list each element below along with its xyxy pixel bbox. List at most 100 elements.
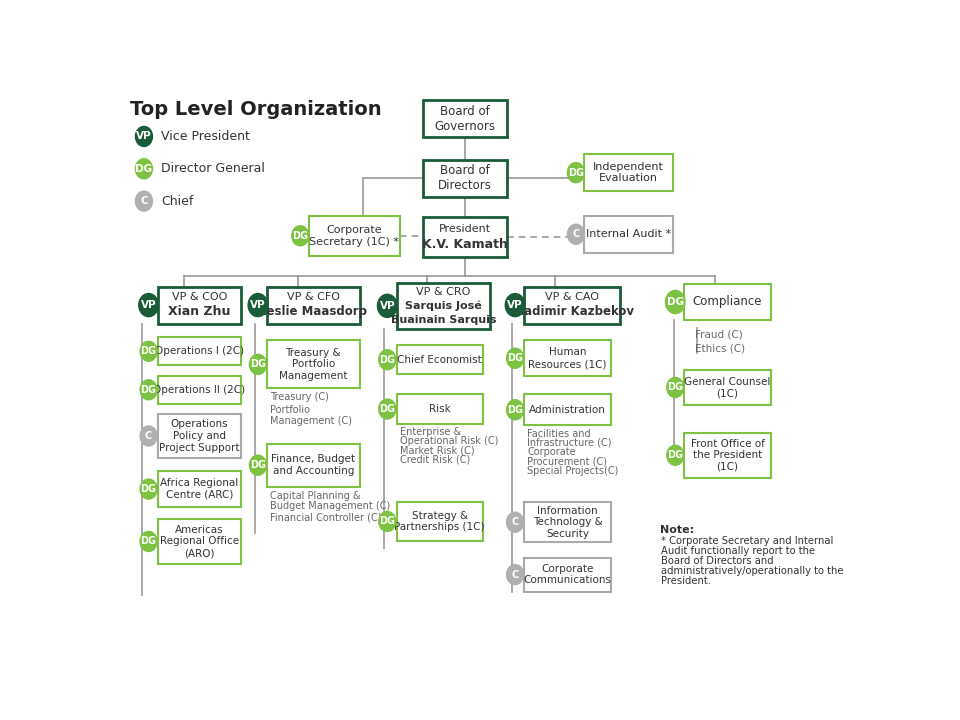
Text: Facilities and: Facilities and	[527, 428, 591, 438]
Ellipse shape	[567, 224, 585, 244]
Text: DG: DG	[250, 359, 266, 369]
Text: Fraud (C): Fraud (C)	[695, 329, 743, 339]
Text: Financial Controller (C): Financial Controller (C)	[271, 513, 382, 523]
Text: VP & CRO: VP & CRO	[417, 287, 470, 297]
FancyBboxPatch shape	[267, 444, 360, 487]
FancyBboxPatch shape	[524, 557, 611, 592]
Text: Operations
Policy and
Project Support: Operations Policy and Project Support	[159, 419, 240, 453]
Text: DG: DG	[135, 163, 153, 174]
Text: Africa Regional
Centre (ARC): Africa Regional Centre (ARC)	[160, 478, 238, 500]
Text: Vladimir Kazbekov: Vladimir Kazbekov	[511, 305, 634, 318]
Ellipse shape	[139, 294, 158, 317]
FancyBboxPatch shape	[422, 100, 508, 138]
Text: Leslie Maasdorp: Leslie Maasdorp	[259, 305, 368, 318]
Ellipse shape	[567, 163, 585, 183]
Ellipse shape	[135, 159, 153, 179]
Ellipse shape	[135, 127, 153, 146]
Text: Internal Audit *: Internal Audit *	[587, 229, 671, 239]
Ellipse shape	[379, 511, 396, 531]
Text: Budget Management (C): Budget Management (C)	[271, 501, 391, 511]
FancyBboxPatch shape	[396, 502, 483, 541]
FancyBboxPatch shape	[157, 376, 241, 404]
Text: DG: DG	[568, 168, 584, 178]
Text: Director General: Director General	[161, 162, 265, 175]
Text: Market Risk (C): Market Risk (C)	[399, 446, 474, 456]
Text: administratively/operationally to the: administratively/operationally to the	[661, 566, 844, 576]
Text: Information
Technology &
Security: Information Technology & Security	[533, 505, 602, 539]
FancyBboxPatch shape	[684, 284, 771, 320]
Text: Strategy &
Partnerships (1C): Strategy & Partnerships (1C)	[395, 510, 485, 532]
FancyBboxPatch shape	[157, 519, 241, 564]
Text: VP: VP	[141, 300, 156, 310]
Text: DG: DG	[667, 450, 684, 460]
Text: DG: DG	[140, 384, 156, 395]
FancyBboxPatch shape	[422, 160, 508, 197]
Text: President.: President.	[661, 576, 711, 586]
Text: C: C	[140, 196, 148, 206]
FancyBboxPatch shape	[157, 472, 241, 507]
Ellipse shape	[505, 294, 525, 317]
Text: Risk: Risk	[429, 404, 450, 414]
FancyBboxPatch shape	[422, 217, 508, 257]
FancyBboxPatch shape	[585, 216, 673, 253]
Text: K.V. Kamath: K.V. Kamath	[422, 238, 508, 251]
Text: General Counsel
(1C): General Counsel (1C)	[684, 377, 771, 398]
Text: Management (C): Management (C)	[271, 415, 352, 426]
Text: C: C	[145, 431, 153, 441]
Text: * Corporate Secretary and Internal: * Corporate Secretary and Internal	[661, 536, 834, 546]
Ellipse shape	[250, 354, 267, 374]
Text: Operational Risk (C): Operational Risk (C)	[399, 436, 498, 446]
Text: Board of
Directors: Board of Directors	[438, 164, 492, 192]
Text: DG: DG	[140, 484, 156, 494]
Text: Corporate
Secretary (1C) *: Corporate Secretary (1C) *	[309, 225, 399, 246]
Text: Board of
Governors: Board of Governors	[435, 104, 495, 132]
Ellipse shape	[140, 341, 157, 361]
Text: DG: DG	[507, 354, 523, 363]
Text: Operations I (2C): Operations I (2C)	[155, 346, 244, 356]
Text: Procurement (C): Procurement (C)	[527, 456, 608, 467]
Text: Front Office of
the President
(1C): Front Office of the President (1C)	[690, 438, 764, 472]
Ellipse shape	[379, 399, 396, 419]
Text: C: C	[512, 570, 518, 580]
FancyBboxPatch shape	[684, 370, 771, 405]
FancyBboxPatch shape	[157, 287, 241, 323]
Text: DG: DG	[250, 460, 266, 470]
Text: Xian Zhu: Xian Zhu	[168, 305, 230, 318]
Text: C: C	[572, 229, 580, 239]
Text: DG: DG	[379, 516, 396, 526]
Ellipse shape	[507, 512, 523, 532]
Ellipse shape	[507, 400, 523, 420]
Text: VP & CAO: VP & CAO	[545, 292, 599, 302]
Ellipse shape	[507, 348, 523, 368]
Text: President: President	[439, 224, 492, 234]
FancyBboxPatch shape	[267, 341, 360, 388]
Ellipse shape	[292, 226, 309, 246]
Text: Portfolio: Portfolio	[271, 405, 310, 415]
Ellipse shape	[667, 445, 684, 465]
Text: Americas
Regional Office
(ARO): Americas Regional Office (ARO)	[159, 525, 239, 558]
Ellipse shape	[379, 350, 396, 370]
Text: Treasury &
Portfolio
Management: Treasury & Portfolio Management	[279, 348, 348, 381]
Text: Special Projects(C): Special Projects(C)	[527, 466, 619, 476]
Ellipse shape	[140, 379, 157, 400]
Text: Ethics (C): Ethics (C)	[695, 343, 745, 354]
Ellipse shape	[140, 479, 157, 499]
Text: DG: DG	[667, 382, 684, 392]
Text: DG: DG	[379, 404, 396, 414]
Text: Chief: Chief	[161, 194, 193, 207]
FancyBboxPatch shape	[585, 154, 673, 191]
Text: DG: DG	[140, 536, 156, 546]
FancyBboxPatch shape	[396, 395, 483, 423]
Text: VP & COO: VP & COO	[172, 292, 228, 302]
Text: VP: VP	[507, 300, 523, 310]
Text: VP: VP	[136, 132, 152, 141]
Ellipse shape	[140, 426, 157, 446]
Text: DG: DG	[379, 355, 396, 365]
Ellipse shape	[248, 294, 268, 317]
Text: VP: VP	[251, 300, 266, 310]
Text: VP & CFO: VP & CFO	[287, 292, 340, 302]
Ellipse shape	[250, 455, 267, 475]
Text: Corporate: Corporate	[527, 447, 576, 457]
Text: Sarquis José: Sarquis José	[405, 300, 482, 311]
Text: Top Level Organization: Top Level Organization	[131, 100, 382, 120]
